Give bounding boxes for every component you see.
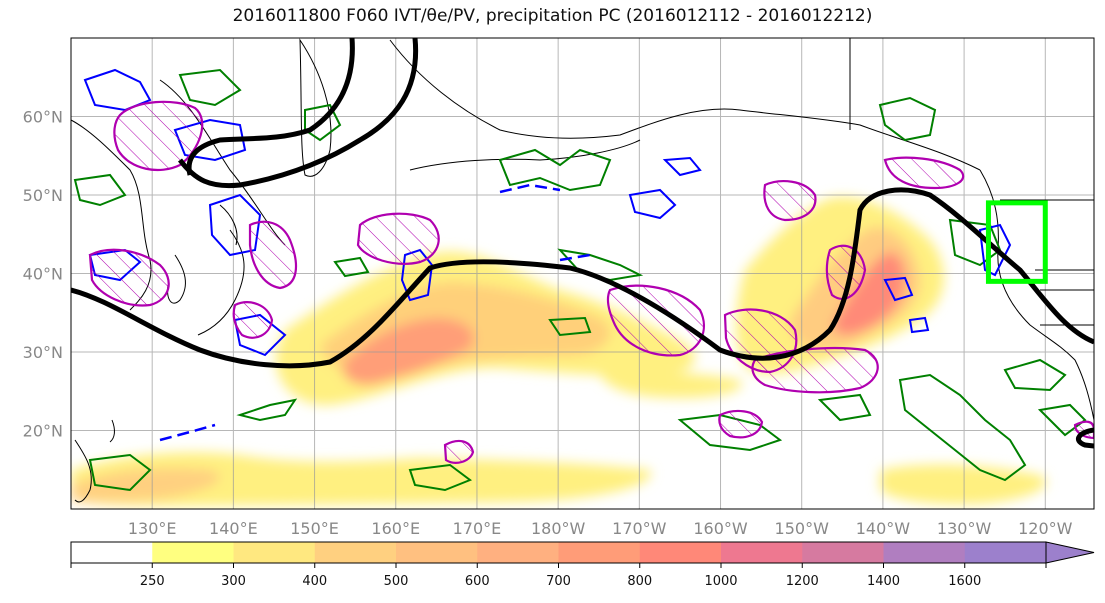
lat-tick-label: 60°N bbox=[23, 108, 63, 127]
colorbar-segment bbox=[477, 542, 559, 563]
lon-tick-label: 120°W bbox=[1018, 519, 1073, 538]
colorbar-segment bbox=[802, 542, 884, 563]
lon-tick-label: 140°W bbox=[856, 519, 911, 538]
lat-tick-label: 30°N bbox=[23, 343, 63, 362]
theta-e-blue-dashed bbox=[159, 183, 591, 442]
colorbar-tick-label: 800 bbox=[627, 574, 652, 589]
colorbar-tick-label: 300 bbox=[221, 574, 246, 589]
lon-tick-label: 140°E bbox=[209, 519, 258, 538]
colorbar-tick-label: 500 bbox=[384, 574, 409, 589]
lon-tick-label: 170°W bbox=[612, 519, 667, 538]
colorbar-tick-label: 1000 bbox=[704, 574, 737, 589]
map-frame bbox=[70, 37, 1095, 510]
lat-tick-label: 40°N bbox=[23, 265, 63, 284]
colorbar-segment bbox=[71, 542, 153, 563]
colorbar-segment bbox=[314, 542, 397, 563]
target-region-box bbox=[985, 200, 1048, 284]
colorbar-segment bbox=[721, 542, 803, 563]
lon-tick-label: 170°E bbox=[453, 519, 502, 538]
colorbar-tick-label: 700 bbox=[546, 574, 571, 589]
lat-tick-label: 50°N bbox=[23, 186, 63, 205]
map-gridlines bbox=[71, 38, 1094, 509]
pv-contours bbox=[71, 38, 1094, 449]
colorbar-extend-arrow bbox=[1045, 541, 1095, 564]
coastlines bbox=[71, 38, 1094, 503]
colorbar-segment bbox=[639, 542, 722, 563]
colorbar-tick-label: 600 bbox=[465, 574, 490, 589]
latitude-labels: 60°N 50°N 40°N 30°N 20°N bbox=[23, 108, 63, 441]
colorbar: 250 300 400 500 600 700 800 1000 1200 1400 1600 bbox=[70, 541, 1095, 589]
colorbar-segment bbox=[964, 542, 1047, 563]
colorbar-tick-label: 1600 bbox=[948, 574, 981, 589]
lon-tick-label: 180°W bbox=[531, 519, 586, 538]
colorbar-tick-label: 250 bbox=[140, 574, 165, 589]
colorbar-segment bbox=[152, 542, 234, 563]
colorbar-tick-label: 400 bbox=[302, 574, 327, 589]
colorbar-segment bbox=[558, 542, 641, 563]
lon-tick-label: 150°E bbox=[290, 519, 339, 538]
lon-tick-label: 160°E bbox=[371, 519, 420, 538]
colorbar-segment bbox=[883, 542, 966, 563]
lat-tick-label: 20°N bbox=[23, 422, 63, 441]
longitude-labels: 130°E 140°E 150°E 160°E 170°E 180°W 170°W 160°W… bbox=[128, 519, 1073, 538]
colorbar-segment bbox=[233, 542, 316, 563]
map-title: 2016011800 F060 IVT/θe/PV, precipitation… bbox=[232, 6, 873, 26]
lon-tick-label: 130°E bbox=[128, 519, 177, 538]
theta-e-green-contours bbox=[73, 68, 1087, 492]
lon-tick-label: 130°W bbox=[937, 519, 992, 538]
colorbar-tick-label: 1400 bbox=[867, 574, 900, 589]
lon-tick-label: 150°W bbox=[775, 519, 830, 538]
colorbar-segment bbox=[396, 542, 478, 563]
colorbar-tick-label: 1200 bbox=[786, 574, 819, 589]
lon-tick-label: 160°W bbox=[693, 519, 748, 538]
